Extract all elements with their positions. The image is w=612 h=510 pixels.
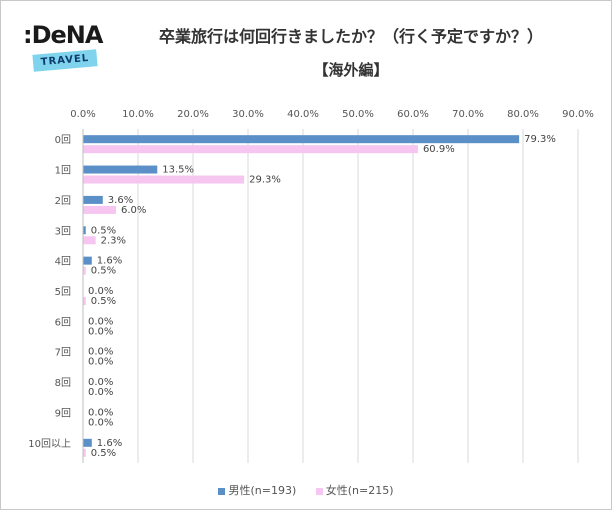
data-label-female: 29.3% bbox=[249, 175, 281, 186]
category-label: 6回 bbox=[55, 316, 71, 328]
data-label-female: 0.0% bbox=[88, 417, 113, 428]
chart-title: 卒業旅行は何回行きましたか？（行く予定ですか？） bbox=[158, 27, 543, 46]
data-label-male: 0.0% bbox=[88, 286, 113, 297]
category-label: 4回 bbox=[55, 256, 71, 268]
bar-male bbox=[83, 226, 86, 235]
x-tick-label: 20.0% bbox=[177, 109, 209, 120]
x-tick-label: 70.0% bbox=[452, 109, 484, 120]
bar-female bbox=[83, 448, 86, 457]
dena-travel-logo: :DeNA TRAVEL bbox=[23, 21, 105, 73]
category-label: 8回 bbox=[55, 377, 71, 389]
data-label-female: 0.5% bbox=[91, 266, 116, 277]
data-label-male: 0.0% bbox=[88, 377, 113, 388]
bar-male bbox=[83, 256, 92, 265]
category-label: 1回 bbox=[55, 165, 71, 177]
category-label: 7回 bbox=[55, 347, 71, 359]
category-label: 2回 bbox=[55, 195, 71, 207]
legend-swatch-male bbox=[218, 487, 226, 495]
x-tick-label: 0.0% bbox=[70, 109, 95, 120]
bar-female bbox=[83, 266, 86, 275]
x-tick-label: 80.0% bbox=[507, 109, 539, 120]
x-tick-label: 30.0% bbox=[232, 109, 264, 120]
legend-label-female: 女性(n=215) bbox=[325, 484, 394, 497]
category-label: 9回 bbox=[55, 407, 71, 419]
bar-male bbox=[83, 165, 158, 174]
legend-label-male: 男性(n=193) bbox=[228, 484, 297, 497]
data-label-male: 1.6% bbox=[97, 256, 122, 267]
data-label-female: 0.0% bbox=[88, 326, 113, 337]
x-tick-label: 10.0% bbox=[122, 109, 154, 120]
logo-text: :DeNA bbox=[23, 21, 103, 49]
data-label-male: 1.6% bbox=[97, 438, 122, 449]
data-label-male: 13.5% bbox=[162, 165, 194, 176]
x-tick-label: 60.0% bbox=[397, 109, 429, 120]
bar-female bbox=[83, 205, 116, 214]
bar-female bbox=[83, 175, 245, 184]
data-label-male: 0.0% bbox=[88, 347, 113, 358]
data-label-female: 60.9% bbox=[423, 144, 455, 155]
data-label-male: 79.3% bbox=[524, 134, 556, 145]
category-label: 5回 bbox=[55, 286, 71, 298]
legend-item-male: 男性(n=193) bbox=[218, 482, 296, 498]
data-label-female: 0.5% bbox=[91, 448, 116, 459]
data-label-male: 3.6% bbox=[108, 195, 133, 206]
data-label-female: 2.3% bbox=[101, 235, 126, 246]
data-label-male: 0.0% bbox=[88, 316, 113, 327]
category-label: 3回 bbox=[55, 225, 71, 237]
bar-female bbox=[83, 236, 96, 245]
x-tick-label: 40.0% bbox=[287, 109, 319, 120]
bar-male bbox=[83, 438, 92, 447]
x-tick-label: 90.0% bbox=[562, 109, 594, 120]
x-tick-label: 50.0% bbox=[342, 109, 374, 120]
legend-swatch-female bbox=[315, 487, 323, 495]
data-label-female: 6.0% bbox=[121, 205, 146, 216]
bar-male bbox=[83, 135, 520, 144]
legend-item-female: 女性(n=215) bbox=[315, 482, 394, 498]
legend: 男性(n=193) 女性(n=215) bbox=[1, 482, 611, 498]
chart-subtitle: 【海外編】 bbox=[313, 61, 389, 79]
data-label-male: 0.0% bbox=[88, 407, 113, 418]
bar-female bbox=[83, 297, 86, 305]
data-label-female: 0.0% bbox=[88, 387, 113, 398]
data-label-female: 0.5% bbox=[91, 296, 116, 307]
bar-female bbox=[83, 145, 418, 154]
category-label: 10回以上 bbox=[28, 438, 71, 450]
data-label-male: 0.5% bbox=[91, 225, 116, 236]
category-label: 0回 bbox=[55, 134, 71, 146]
data-label-female: 0.0% bbox=[88, 357, 113, 368]
bar-chart: 0.0% 10.0% 20.0% 30.0% 40.0% 50.0% 60.0% 70.0% 8… bbox=[28, 109, 594, 463]
bar-male bbox=[83, 195, 103, 204]
